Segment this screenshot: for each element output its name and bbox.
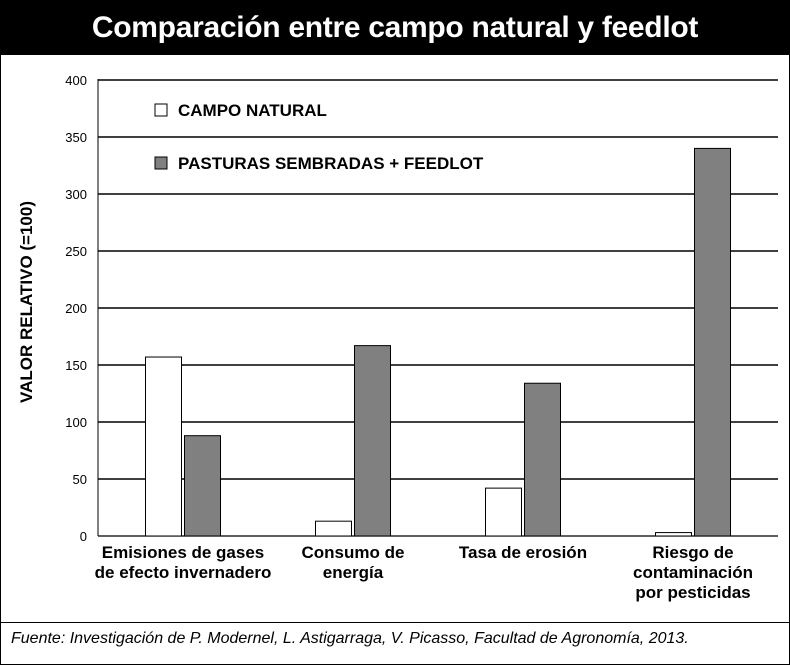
bar-campo-natural (315, 520, 352, 537)
legend-swatch (154, 103, 168, 117)
bars (145, 147, 731, 537)
y-tick-label: 100 (65, 415, 87, 430)
y-tick-label: 0 (80, 529, 87, 544)
x-axis-labels: Emisiones de gases de efecto invernadero C… (95, 543, 753, 602)
chart-title: Comparación entre campo natural y feedlo… (0, 0, 790, 55)
bar-campo-natural (145, 356, 182, 537)
x-category-label-line: Consumo de (302, 543, 405, 562)
y-axis-label: VALOR RELATIVO (=100) (17, 201, 36, 403)
bar-campo-natural (485, 487, 522, 537)
x-category-label-line: Emisiones de gases (102, 543, 265, 562)
x-category-label-line: Tasa de erosión (459, 543, 587, 562)
x-category-label: Riesgo de contaminación por pesticidas (633, 543, 753, 602)
x-category-label-line: energía (323, 563, 384, 582)
legend-label: CAMPO NATURAL (178, 101, 327, 120)
y-tick-label: 400 (65, 73, 87, 88)
x-category-label-line: contaminación (633, 563, 753, 582)
y-axis-ticks: 0 50 100 150 200 250 300 350 400 (65, 73, 87, 544)
bar-feedlot (184, 435, 221, 537)
y-tick-label: 350 (65, 130, 87, 145)
y-tick-label: 250 (65, 244, 87, 259)
x-category-label-line: Riesgo de (652, 543, 733, 562)
footer-divider (0, 622, 790, 623)
y-tick-label: 300 (65, 187, 87, 202)
y-tick-label: 50 (73, 472, 87, 487)
bar-feedlot (524, 382, 561, 537)
x-category-label-line: de efecto invernadero (95, 563, 272, 582)
x-category-label: Tasa de erosión (459, 543, 587, 562)
x-category-label: Emisiones de gases de efecto invernadero (95, 543, 272, 582)
y-tick-label: 150 (65, 358, 87, 373)
legend-label: PASTURAS SEMBRADAS + FEEDLOT (178, 154, 484, 173)
x-category-label-line: por pesticidas (635, 583, 750, 602)
y-tick-label: 200 (65, 301, 87, 316)
bar-campo-natural (655, 532, 692, 537)
bar-feedlot (694, 147, 731, 537)
gridlines (97, 79, 778, 537)
legend-swatch (154, 156, 168, 170)
source-note: Fuente: Investigación de P. Modernel, L.… (11, 630, 689, 647)
legend: CAMPO NATURAL PASTURAS SEMBRADAS + FEEDLO… (154, 101, 484, 173)
bar-chart: 0 50 100 150 200 250 300 350 400 Emisiones de ga… (17, 73, 778, 602)
bar-feedlot (354, 345, 391, 537)
x-category-label: Consumo de energía (302, 543, 405, 582)
